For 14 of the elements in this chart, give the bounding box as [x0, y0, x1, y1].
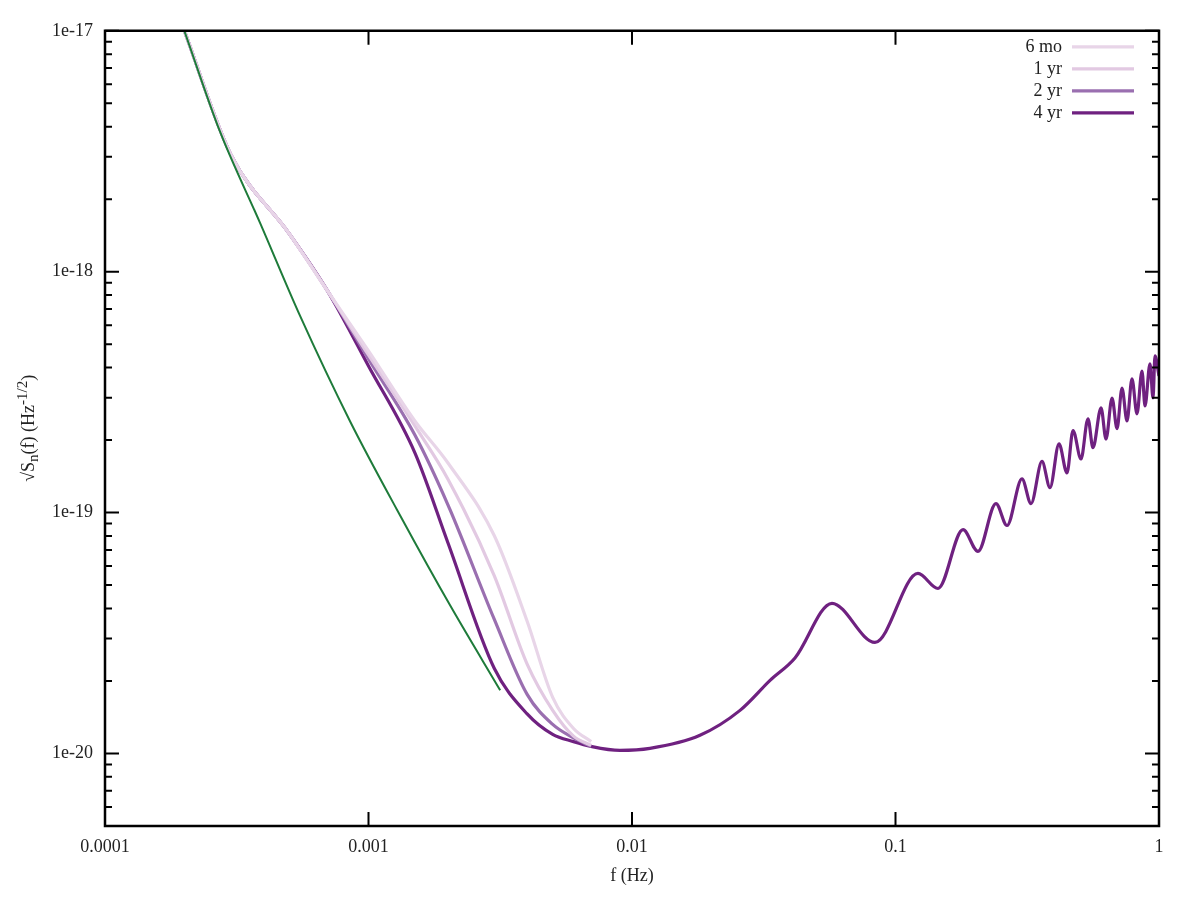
x-tick-label: 0.001	[348, 835, 389, 856]
x-tick-label: 1	[1154, 835, 1164, 856]
legend-label: 4 yr	[1033, 101, 1062, 122]
y-tick-label: 1e-18	[52, 260, 93, 281]
x-axis-title: f (Hz)	[609, 865, 655, 886]
x-tick-label: 0.1	[884, 835, 907, 856]
legend-label: 6 mo	[1025, 35, 1062, 56]
y-tick-label: 1e-20	[52, 742, 93, 763]
x-tick-label: 0.01	[616, 835, 648, 856]
y-tick-label: 1e-17	[52, 19, 93, 40]
legend-label: 1 yr	[1033, 57, 1062, 78]
legend-label: 2 yr	[1033, 79, 1062, 100]
x-tick-label: 0.0001	[80, 835, 130, 856]
y-tick-label: 1e-19	[52, 501, 93, 522]
